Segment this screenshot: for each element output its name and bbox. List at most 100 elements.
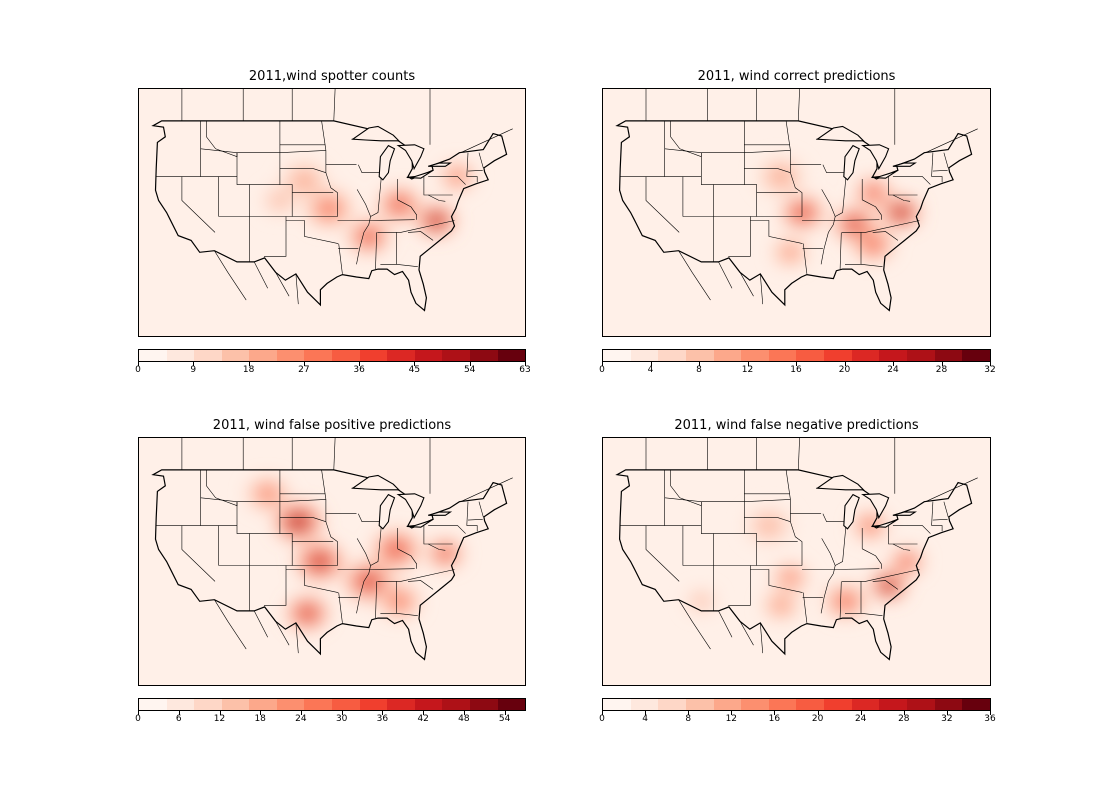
hotspot-plains [775,171,788,182]
hotspot-tennessee [849,220,861,229]
state-boundary [670,120,702,158]
colorbar-segment [442,699,470,710]
colorbar-segment [824,699,852,710]
state-boundary [842,569,920,582]
colorbar-tick [731,711,733,715]
great-lake [815,125,865,142]
hotspot-arkansas-tennessee [362,576,375,587]
colorbar-segment [824,350,852,361]
state-boundary [645,176,680,233]
great-lake [406,518,434,528]
state-boundary [380,232,397,265]
mexico-boundary [760,622,763,654]
colorbar-tick [248,362,250,366]
state-boundary [375,232,377,270]
state-boundary [423,525,453,545]
state-boundary [664,497,702,502]
colorbar-tick-label: 27 [298,365,310,375]
state-boundary [423,176,453,196]
map-panel-4 [602,437,991,686]
colorbar-segment [304,350,333,361]
map-svg-2 [615,89,978,312]
colorbar-tick [990,711,991,715]
state-boundary [397,199,417,220]
hotspot-missouri-kansas [322,203,335,214]
colorbar-tick-label: 63 [519,365,531,375]
great-lake [406,169,434,179]
state-boundary [842,220,920,233]
colorbar-tick [359,362,361,366]
colorbar-segment [166,699,195,710]
great-lake [428,511,453,516]
state-boundary [744,517,791,522]
colorbar-tick-label: 18 [242,365,255,375]
colorbar-tick-label: 16 [790,365,802,375]
state-boundary [407,231,434,241]
state-boundary [466,525,478,532]
mexico-boundary [214,250,247,301]
state-boundary [833,219,880,221]
state-boundary [286,220,339,244]
province-boundary [460,477,513,502]
state-boundary [467,519,483,521]
mexico-boundary [295,273,299,305]
hotspot-mid-atlantic [896,208,906,217]
colorbar-tick [138,362,139,366]
great-lake [861,144,890,171]
colorbar-tick-label: 8 [685,714,692,724]
state-boundary [860,264,883,267]
colorbar-tick [688,711,690,715]
state-boundary [744,168,791,173]
state-boundary [206,120,238,158]
state-boundary [932,170,948,172]
colorbar-tick-label: 18 [254,714,266,724]
colorbar-segment [630,350,659,361]
state-boundary [645,525,680,582]
map-panel-2 [602,88,991,337]
state-boundary [931,525,943,532]
hotspot-midsouth [363,232,375,241]
mexico-boundary [253,610,268,638]
map-svg-1 [151,89,513,312]
colorbar-tick [219,711,221,715]
hotspot-plains [762,520,775,531]
colorbar-segment [442,350,470,361]
colorbar-segment [603,699,631,710]
colorbar-3 [138,698,526,711]
colorbar-tick [650,362,652,366]
state-boundary [839,581,842,619]
province-boundary [333,438,336,470]
state-boundary [931,501,934,526]
colorbar-tick [699,362,700,366]
state-boundary [845,232,862,265]
colorbar-2 [602,349,991,362]
state-boundary [368,219,415,221]
state-boundary [236,152,250,262]
mexico-boundary [739,272,754,297]
state-boundary [845,581,862,614]
colorbar-tick [463,711,465,715]
province-boundary [925,477,978,502]
great-lake [871,169,899,179]
colorbar-segment [139,350,167,361]
mexico-boundary [678,599,711,650]
hotspot-southeast [867,240,879,249]
colorbar-tick-label: 0 [599,365,605,375]
colorbar-segment [276,350,305,361]
state-boundary [478,501,484,517]
state-boundary [200,148,238,153]
state-boundary [839,232,842,270]
panel-title-1: 2011,wind spotter counts [248,69,416,84]
colorbar-tick [602,362,603,366]
great-lake [396,144,425,171]
colorbar-segment [497,699,526,710]
state-boundary [892,176,931,185]
mexico-boundary [275,621,290,646]
state-boundary [181,176,216,233]
colorbar-1 [138,349,526,362]
state-boundary [888,176,918,196]
colorbar-tick-label: 20 [838,365,851,375]
colorbar-tick [504,711,506,715]
mexico-boundary [678,250,711,301]
colorbar-segment [907,699,935,710]
